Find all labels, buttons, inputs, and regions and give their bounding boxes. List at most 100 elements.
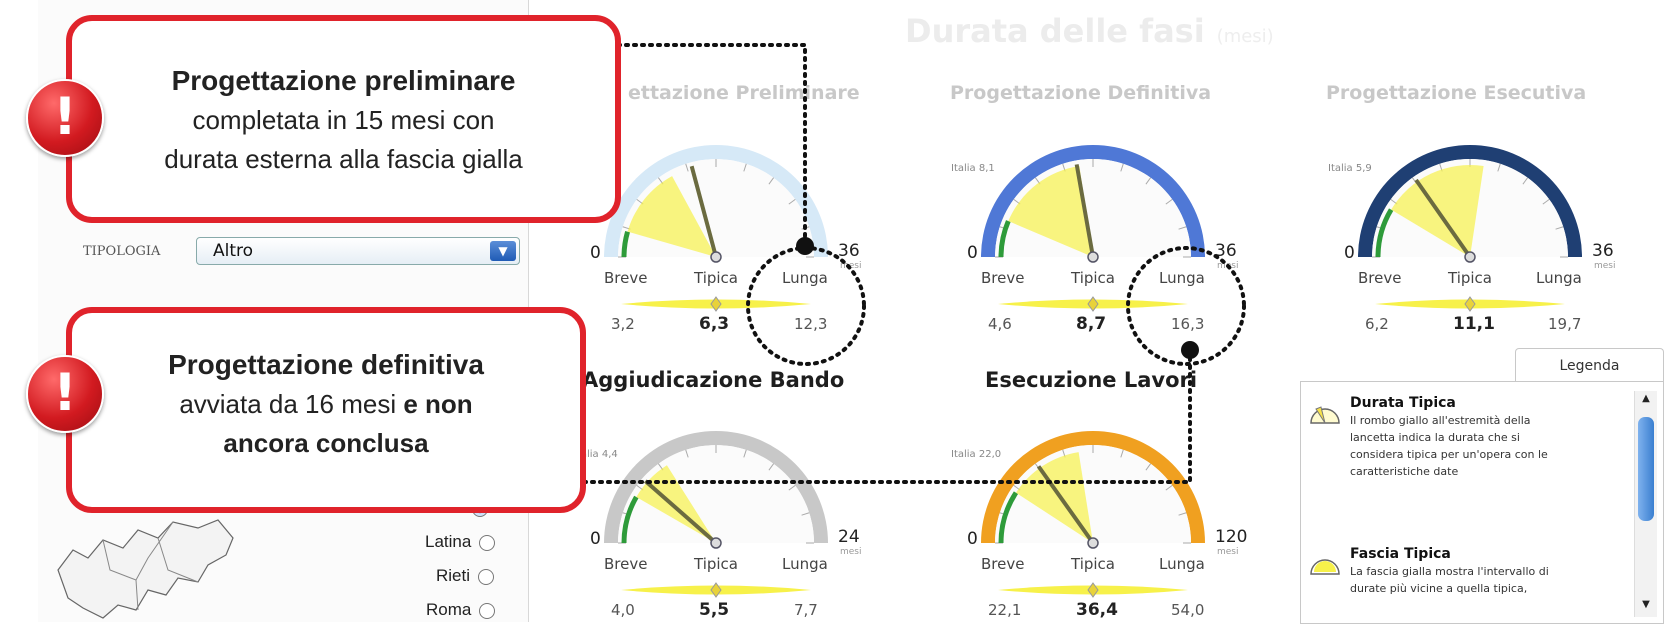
province-label: Roma <box>426 600 472 619</box>
gauge-tick <box>1178 512 1187 516</box>
gauge-title-definitiva: Progettazione Definitiva <box>950 82 1212 104</box>
gauge-tick <box>1439 163 1443 172</box>
gauge-tick <box>657 463 664 471</box>
gauge-unit-label: mesi <box>1594 261 1616 271</box>
gauge-green-band <box>621 230 630 258</box>
legend-item-durata-tipica: Durata Tipica Il rombo giallo all'estrem… <box>1350 395 1628 480</box>
gauge-tick <box>1034 177 1041 185</box>
gauge-tick <box>622 512 631 516</box>
gauge-lunga-value: 16,3 <box>1171 315 1205 333</box>
gauge-rim <box>604 431 828 543</box>
gauge-max-label: 36 <box>838 241 860 261</box>
gauge-lunga-label: Lunga <box>782 555 828 573</box>
legend-item-text: considera tipica per un'opera con le <box>1350 448 1548 461</box>
gauge-min-label: 0 <box>967 529 978 549</box>
warning-icon: ! <box>26 355 104 433</box>
gauge-max-label: 36 <box>1215 241 1237 261</box>
gauge-tick <box>1522 177 1529 185</box>
gauge-breve-label: Breve <box>981 269 1025 287</box>
province-label: Latina <box>425 532 472 551</box>
province-label: Rieti <box>436 566 471 585</box>
gauge-rim <box>981 431 1205 543</box>
gauge-face <box>1372 159 1568 257</box>
gauge-green-band <box>998 491 1019 544</box>
gauge-title-esecuzione: Esecuzione Lavori <box>985 368 1198 392</box>
gauge-tick <box>1178 226 1187 230</box>
callout-definitiva: Progettazione definitiva avviata da 16 m… <box>66 307 586 513</box>
typical-range-bar <box>998 585 1188 595</box>
legend-scrollbar[interactable]: ▲ ▼ <box>1634 391 1657 617</box>
scroll-up-icon[interactable]: ▲ <box>1642 393 1650 404</box>
gauge-tick <box>743 449 747 458</box>
gauge-title-preliminare: ettazione Preliminare <box>628 82 860 104</box>
gauge-typical-fan <box>627 176 716 257</box>
gauge-breve-label: Breve <box>604 269 648 287</box>
chevron-down-icon[interactable]: ▼ <box>490 241 516 261</box>
callout-title: Progettazione definitiva <box>168 349 484 380</box>
gauge-tick <box>1376 226 1385 230</box>
typical-diamond-icon <box>710 582 722 598</box>
gauge-tipica-label: Tipica <box>1448 269 1492 287</box>
title-unit: (mesi) <box>1216 26 1274 47</box>
callout-text: durata esterna alla fascia gialla <box>164 144 523 174</box>
gauge-breve-label: Breve <box>981 555 1025 573</box>
gauge-green-band <box>621 495 639 544</box>
durata-tipica-icon <box>1310 406 1340 424</box>
fascia-tipica-icon <box>1310 559 1340 575</box>
legend-item-fascia-tipica: Fascia Tipica La fascia gialla mostra l'… <box>1350 546 1628 597</box>
gauge-tick <box>788 198 796 205</box>
tipologia-select[interactable]: Altro ▼ <box>196 237 520 265</box>
province-option-latina[interactable]: Latina <box>425 532 496 552</box>
province-option-rieti[interactable]: Rieti <box>436 566 495 586</box>
gauge-unit-label: mesi <box>840 547 862 557</box>
gauge-tick <box>636 484 644 491</box>
gauge-tick <box>1165 484 1173 491</box>
callout-preliminare: Progettazione preliminare completata in … <box>66 15 621 223</box>
gauge-italia-marker-label: Italia 5,9 <box>1328 163 1372 174</box>
gauge-needle <box>644 479 718 545</box>
gauge-tick <box>1555 226 1564 230</box>
gauge-typical-fan <box>636 465 716 543</box>
legend-item-text: durate più vicine a quella tipica, <box>1350 582 1528 595</box>
page-title: Durata delle fasi (mesi) <box>905 12 1274 50</box>
gauge-tick <box>636 198 644 205</box>
italy-map[interactable] <box>48 510 248 622</box>
gauge-lunga-label: Lunga <box>1159 269 1205 287</box>
callout-title: Progettazione preliminare <box>171 65 516 96</box>
radio-icon[interactable] <box>479 534 496 551</box>
gauge-title-esecutiva: Progettazione Esecutiva <box>1326 82 1587 104</box>
gauge-tick <box>788 484 796 491</box>
callout-text: completata in 15 mesi con <box>192 105 495 135</box>
gauge-hub <box>1087 537 1099 549</box>
typical-range-bar <box>998 299 1188 309</box>
radio-icon[interactable] <box>478 568 495 585</box>
gauge-tipica-value: 11,1 <box>1453 314 1495 334</box>
gauge-tipica-value: 6,3 <box>699 314 730 334</box>
gauge-tick <box>622 226 631 230</box>
gauge-tick <box>801 226 810 230</box>
gauge-breve-label: Breve <box>1358 269 1402 287</box>
gauge-hub <box>1464 251 1476 263</box>
gauge-tick <box>768 463 775 471</box>
province-option-roma[interactable]: Roma <box>426 600 496 620</box>
gauge-green-band <box>998 220 1011 258</box>
gauge-face <box>995 159 1191 257</box>
gauge-lunga-label: Lunga <box>782 269 828 287</box>
callout-text-bold: e non <box>403 389 473 419</box>
gauge-unit-label: mesi <box>1217 261 1239 271</box>
gauge-breve-value: 4,6 <box>988 315 1012 333</box>
gauge-lunga-label: Lunga <box>1159 555 1205 573</box>
gauge-tick <box>1120 163 1124 172</box>
tab-legenda[interactable]: Legenda <box>1515 348 1664 383</box>
gauge-unit-label: mesi <box>1217 547 1239 557</box>
gauge-rim <box>604 145 828 257</box>
scrollbar-thumb[interactable] <box>1638 417 1654 521</box>
scroll-down-icon[interactable]: ▼ <box>1642 599 1650 610</box>
gauge-tick <box>768 177 775 185</box>
typical-diamond-icon <box>1464 296 1476 312</box>
callout-text: avviata da 16 mesi <box>179 389 404 419</box>
gauge-lunga-value: 12,3 <box>794 315 828 333</box>
radio-icon[interactable] <box>479 602 496 619</box>
gauge-tipica-value: 5,5 <box>699 600 730 620</box>
gauge-tick <box>1062 449 1066 458</box>
